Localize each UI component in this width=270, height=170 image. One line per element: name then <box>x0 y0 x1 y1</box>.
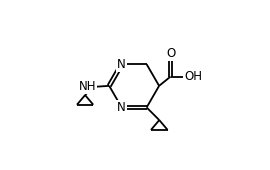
Text: OH: OH <box>184 70 202 83</box>
Text: N: N <box>117 58 126 71</box>
Text: O: O <box>166 47 175 60</box>
Text: N: N <box>117 101 126 114</box>
Text: NH: NH <box>79 80 96 93</box>
